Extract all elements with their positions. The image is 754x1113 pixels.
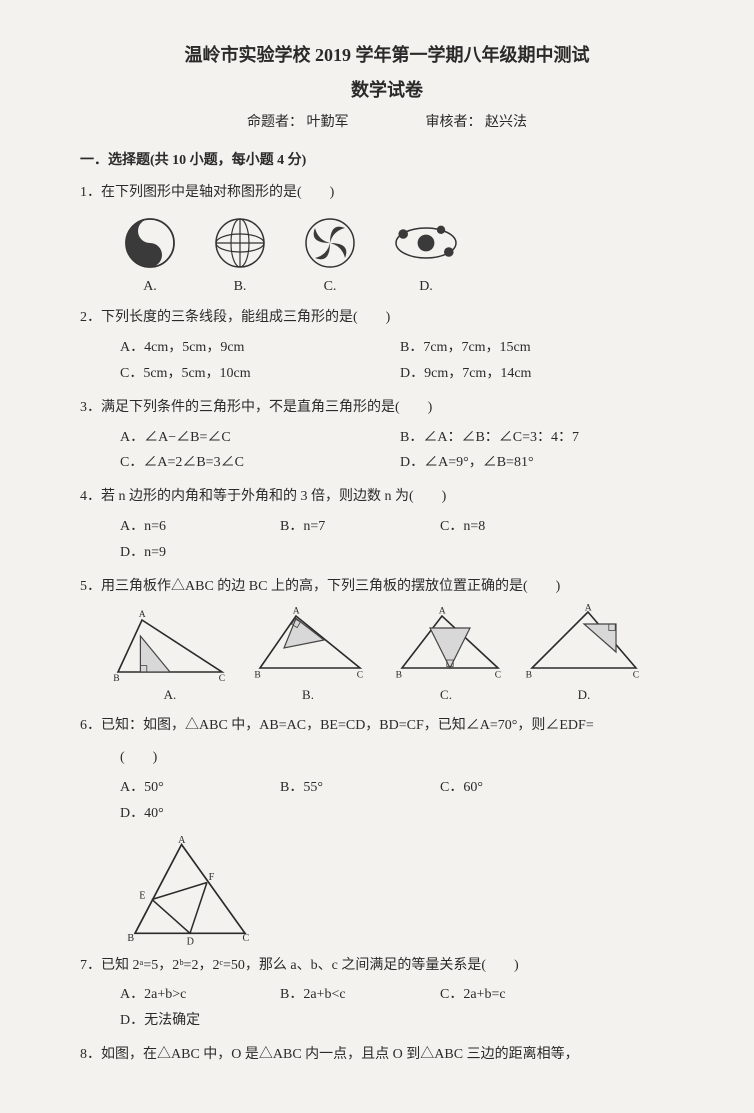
q1-options-row: A. B. C. [120, 213, 694, 299]
q3-d: D．∠A=9°，∠B=81° [400, 451, 660, 475]
q5-b-label: B. [302, 684, 314, 706]
q5-d-label: D. [578, 684, 591, 706]
q5-stem: 5．用三角板作△ABC 的边 BC 上的高，下列三角板的摆放位置正确的是( ) [80, 575, 694, 599]
q6-label-F: F [209, 872, 215, 883]
svg-text:B: B [113, 673, 119, 684]
q4-c: C．n=8 [440, 515, 580, 539]
q5-a-label: A. [164, 684, 177, 706]
title-sub: 数学试卷 [80, 75, 694, 106]
q4-d: D．n=9 [120, 541, 260, 565]
q1-d-label: D. [419, 275, 433, 299]
q4-b: B．n=7 [280, 515, 420, 539]
triangle-q6-icon: A B C D E F [120, 836, 260, 946]
q3-b: B．∠A：∠B：∠C=3：4：7 [400, 426, 660, 450]
section-heading: 一．选择题(共 10 小题，每小题 4 分) [80, 149, 694, 173]
svg-text:B: B [526, 670, 532, 681]
svg-text:A: A [439, 606, 446, 617]
svg-text:C: C [357, 670, 363, 681]
q5-option-b: A B C B. [248, 604, 368, 706]
author-label: 命题者： [247, 115, 303, 130]
q2-c: C．5cm，5cm，10cm [120, 362, 380, 386]
q1-stem: 1．在下列图形中是轴对称图形的是( ) [80, 181, 694, 205]
q6-options: A．50° B．55° C．60° D．40° [120, 776, 694, 828]
globe-icon [210, 213, 270, 273]
triangle-b-icon: A B C [248, 604, 368, 684]
q6-label-E: E [139, 890, 145, 901]
q6-stem-a: 6．已知：如图，△ABC 中，AB=AC，BE=CD，BD=CF，已知∠A=70… [80, 714, 694, 738]
taijitu-icon [120, 213, 180, 273]
q7-options: A．2a+b>c B．2a+b<c C．2a+b=c D．无法确定 [120, 983, 694, 1035]
q1-option-d: D. [390, 213, 462, 299]
reviewer-name: 赵兴法 [485, 115, 527, 130]
q6-b: B．55° [280, 776, 420, 800]
svg-text:C: C [495, 670, 501, 681]
q7-a: A．2a+b>c [120, 983, 260, 1007]
q6-figure: A B C D E F [120, 836, 694, 946]
q7-stem: 7．已知 2ᵃ=5，2ᵇ=2，2ᶜ=50，那么 a、b、c 之间满足的等量关系是… [80, 954, 694, 978]
q2-b: B．7cm，7cm，15cm [400, 336, 660, 360]
author-name: 叶勤军 [307, 115, 349, 130]
q6-label-D: D [187, 936, 194, 946]
q2-options: A．4cm，5cm，9cm B．7cm，7cm，15cm C．5cm，5cm，1… [120, 336, 694, 388]
q7-d: D．无法确定 [120, 1009, 260, 1033]
svg-text:B: B [254, 670, 260, 681]
q1-b-label: B. [234, 275, 247, 299]
q2-d: D．9cm，7cm，14cm [400, 362, 660, 386]
q6-label-C: C [242, 933, 249, 944]
svg-text:A: A [585, 604, 592, 613]
q5-option-a: A B C A. [110, 604, 230, 706]
q2-stem: 2．下列长度的三条线段，能组成三角形的是( ) [80, 306, 694, 330]
svg-text:C: C [219, 673, 225, 684]
svg-text:C: C [633, 670, 639, 681]
q1-option-b: B. [210, 213, 270, 299]
triangle-c-icon: A B C [386, 604, 506, 684]
q3-c: C．∠A=2∠B=3∠C [120, 451, 380, 475]
q3-a: A．∠A−∠B=∠C [120, 426, 380, 450]
triangle-a-icon: A B C [110, 604, 230, 684]
svg-text:A: A [293, 606, 300, 617]
q6-stem-b: ( ) [120, 746, 694, 770]
q6-a: A．50° [120, 776, 260, 800]
q5-option-d: A B C D. [524, 604, 644, 706]
q1-a-label: A. [143, 275, 157, 299]
svg-text:B: B [396, 670, 402, 681]
q2-a: A．4cm，5cm，9cm [120, 336, 380, 360]
q1-c-label: C. [324, 275, 337, 299]
exam-page: 温岭市实验学校 2019 学年第一学期八年级期中测试 数学试卷 命题者： 叶勤军… [0, 0, 754, 1113]
q4-options: A．n=6 B．n=7 C．n=8 D．n=9 [120, 515, 694, 567]
q3-options: A．∠A−∠B=∠C B．∠A：∠B：∠C=3：4：7 C．∠A=2∠B=3∠C… [120, 426, 694, 478]
q1-option-a: A. [120, 213, 180, 299]
svg-text:A: A [139, 609, 146, 620]
q1-option-c: C. [300, 213, 360, 299]
q5-option-c: A B C C. [386, 604, 506, 706]
orbit-icon [390, 213, 462, 273]
title-main: 温岭市实验学校 2019 学年第一学期八年级期中测试 [80, 40, 694, 71]
q8-stem: 8．如图，在△ABC 中，O 是△ABC 内一点，且点 O 到△ABC 三边的距… [80, 1043, 694, 1067]
q7-c: C．2a+b=c [440, 983, 580, 1007]
reviewer-label: 审核者： [426, 115, 482, 130]
q6-label-A: A [178, 836, 186, 846]
triangle-d-icon: A B C [524, 604, 644, 684]
q6-d: D．40° [120, 802, 260, 826]
q6-c: C．60° [440, 776, 580, 800]
q7-b: B．2a+b<c [280, 983, 420, 1007]
meta-row: 命题者： 叶勤军 审核者： 赵兴法 [80, 111, 694, 135]
q6-label-B: B [127, 933, 134, 944]
q5-c-label: C. [440, 684, 452, 706]
q4-a: A．n=6 [120, 515, 260, 539]
q4-stem: 4．若 n 边形的内角和等于外角和的 3 倍，则边数 n 为( ) [80, 485, 694, 509]
q3-stem: 3．满足下列条件的三角形中，不是直角三角形的是( ) [80, 396, 694, 420]
pinwheel-icon [300, 213, 360, 273]
q5-options-row: A B C A. A B C B. A B [110, 604, 694, 706]
